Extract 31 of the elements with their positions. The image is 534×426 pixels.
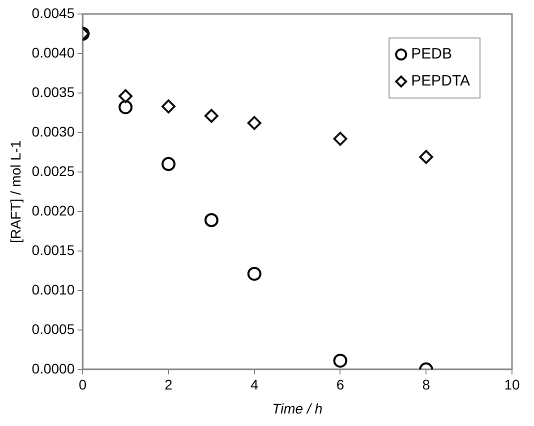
point bbox=[333, 132, 348, 146]
x-axis-title: Time / h bbox=[272, 400, 323, 416]
y-tick-label: 0.0030 bbox=[32, 123, 75, 140]
legend-label: PEDB bbox=[411, 46, 452, 63]
point bbox=[161, 157, 176, 172]
y-tick-label: 0.0010 bbox=[32, 281, 75, 298]
point bbox=[247, 266, 262, 281]
y-tick-label: 0.0045 bbox=[32, 4, 75, 21]
legend-label: PEPDTA bbox=[411, 72, 470, 90]
x-tick-label: 0 bbox=[78, 376, 87, 393]
y-tick-label: 0.0020 bbox=[32, 202, 75, 218]
x-tick-label: 6 bbox=[336, 376, 344, 393]
x-tick-label: 2 bbox=[164, 376, 173, 393]
y-tick-label: 0.0000 bbox=[32, 360, 75, 376]
y-tick-label: 0.0015 bbox=[32, 242, 75, 258]
point bbox=[204, 213, 218, 228]
y-tick-label: 0.0035 bbox=[32, 84, 75, 100]
point bbox=[247, 116, 262, 130]
point bbox=[118, 100, 133, 114]
y-axis-title: [RAFT] / mol L-1 bbox=[7, 140, 24, 244]
y-tick-label: 0.0040 bbox=[32, 44, 75, 60]
y-tick-label: 0.0025 bbox=[32, 162, 75, 179]
point bbox=[419, 150, 434, 164]
x-tick-label: 8 bbox=[422, 376, 430, 393]
point bbox=[204, 108, 218, 123]
point bbox=[118, 89, 133, 104]
x-tick-label: 4 bbox=[250, 376, 258, 393]
point bbox=[333, 354, 348, 368]
y-tick-label: 0.0005 bbox=[32, 320, 75, 337]
point bbox=[161, 99, 176, 114]
x-tick-label: 10 bbox=[504, 376, 520, 393]
